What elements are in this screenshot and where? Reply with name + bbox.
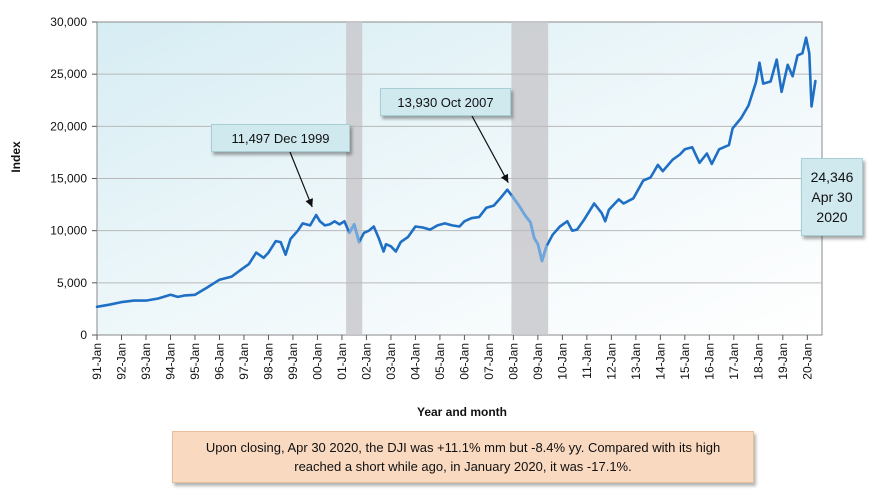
y-tick-label: 30,000: [50, 15, 87, 29]
x-tick-label: 10-Jan: [555, 343, 569, 380]
annotation-arrow-1999: [289, 151, 313, 208]
series-segment-shaded: [536, 242, 544, 263]
x-tick-label: 16-Jan: [702, 343, 716, 380]
x-tick-label: 07-Jan: [482, 343, 496, 380]
x-tick-label: 98-Jan: [261, 343, 275, 380]
x-tick-label: 00-Jan: [310, 343, 324, 380]
series-segment-shaded: [524, 214, 532, 224]
x-tick-label: 96-Jan: [212, 343, 226, 380]
x-axis-title: Year and month: [417, 405, 507, 419]
x-tick-label: 12-Jan: [604, 343, 618, 380]
series-line: [95, 36, 817, 309]
x-tick-label: 13-Jan: [629, 343, 643, 380]
annotation-arrow-1999-head: [305, 198, 313, 208]
latest-value-line-2: Apr 30: [811, 189, 853, 205]
y-tick-label: 20,000: [50, 119, 87, 133]
x-tick-label: 06-Jan: [457, 343, 471, 380]
x-tick-label: 20-Jan: [800, 343, 814, 380]
y-tick-label: 10,000: [50, 224, 87, 238]
x-tick-label: 18-Jan: [751, 343, 765, 380]
y-tick-label: 5,000: [57, 276, 87, 290]
x-tick-label: 05-Jan: [433, 343, 447, 380]
x-tick-label: 02-Jan: [359, 343, 373, 380]
x-tick-label: 91-Jan: [90, 343, 104, 380]
series-segment-shaded: [529, 221, 536, 240]
peak-2007-callout: 13,930 Oct 2007: [380, 88, 511, 116]
x-tick-label: 11-Jan: [580, 343, 594, 379]
x-tick-label: 19-Jan: [776, 343, 790, 380]
peak-1999-callout: 11,497 Dec 1999: [211, 124, 350, 152]
x-tick-label: 14-Jan: [653, 343, 667, 380]
latest-value-line-1: 24,346: [810, 169, 854, 185]
series-segment-shaded: [540, 245, 548, 263]
x-tick-label: 95-Jan: [188, 343, 202, 380]
x-tick-label: 97-Jan: [237, 343, 251, 380]
summary-note: Upon closing, Apr 30 2020, the DJI was +…: [172, 431, 754, 483]
x-tick-label: 94-Jan: [163, 343, 177, 380]
y-axis-title: Index: [9, 141, 23, 173]
y-tick-label: 25,000: [50, 67, 87, 81]
x-tick-label: 08-Jan: [506, 343, 520, 380]
series-lines: [95, 36, 817, 309]
x-tick-labels: 91-Jan 92-Jan 93-Jan 94-Jan 95-Jan 96-Jan 97-J…: [90, 335, 814, 380]
series-segment-shaded: [516, 203, 527, 218]
annotation-arrow-2007-head: [500, 173, 509, 183]
x-tick-label: 01-Jan: [335, 343, 349, 380]
series-segment-shaded: [352, 223, 361, 244]
x-tick-label: 09-Jan: [531, 343, 545, 380]
annotation-arrows: [289, 115, 509, 208]
y-tick-label: 0: [80, 328, 87, 342]
x-tick-label: 92-Jan: [114, 343, 128, 380]
x-tick-label: 17-Jan: [727, 343, 741, 380]
latest-value-callout: 24,346 Apr 30 2020: [801, 158, 863, 236]
y-tick-label: 15,000: [50, 172, 87, 186]
x-tick-label: 99-Jan: [286, 343, 300, 380]
series-segment-shaded: [510, 194, 520, 206]
x-tick-label: 93-Jan: [139, 343, 153, 380]
x-tick-label: 03-Jan: [384, 343, 398, 380]
x-tick-label: 15-Jan: [678, 343, 692, 380]
annotation-arrow-2007: [471, 115, 509, 183]
x-tick-label: 04-Jan: [408, 343, 422, 380]
y-tick-labels: 0 5,000 10,000 15,000 20,000 25,000 30,000: [50, 15, 87, 342]
latest-value-line-3: 2020: [816, 209, 848, 225]
